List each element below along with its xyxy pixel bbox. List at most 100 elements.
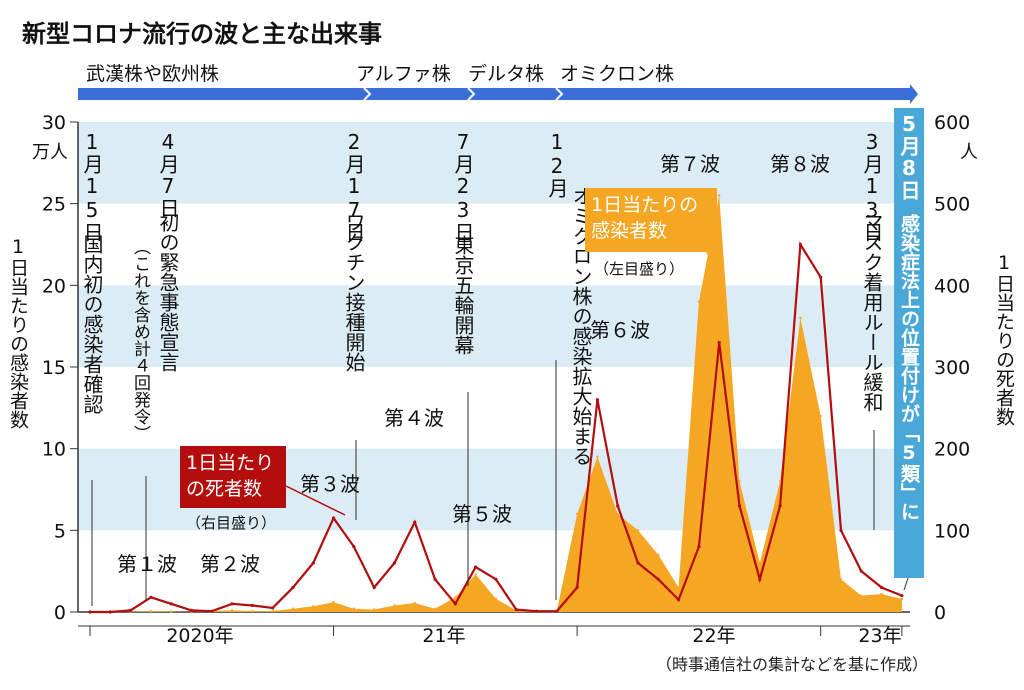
y-left-label: 1日当たりの感染者数	[7, 236, 29, 429]
y-right-tick-4: 400	[934, 275, 970, 297]
x-tick-1: 21年	[422, 625, 465, 647]
y-right-tick-3: 300	[934, 357, 970, 379]
deaths-point-25	[595, 398, 600, 402]
variant-label-4: オミクロン株	[560, 63, 674, 85]
event-4-date: 7月23日	[451, 130, 475, 242]
wave-3-label: 第３波	[300, 472, 360, 496]
deaths-point-17	[433, 577, 437, 581]
cases-point-37	[839, 578, 843, 581]
cases-point-39	[880, 592, 883, 596]
wave-5-label: 第５波	[452, 502, 512, 526]
cases-point-20	[494, 597, 498, 601]
cases-point-9	[271, 609, 274, 613]
cases-point-19	[474, 573, 477, 576]
event-pointer-7	[903, 577, 909, 591]
variant-label-2: アルファ株	[356, 63, 451, 85]
cases-point-17	[433, 607, 437, 610]
deaths-point-32	[737, 504, 742, 508]
legend-deaths-box: 1日当たりの死者数	[180, 446, 286, 508]
y-right-tick-5: 500	[934, 194, 970, 216]
band-2	[78, 285, 910, 367]
y-left-tick-6: 30	[42, 112, 66, 134]
wave-4-label: 第４波	[384, 406, 444, 430]
deaths-point-27	[636, 561, 640, 565]
wave-7-label: 第７波	[660, 152, 720, 176]
y-left-tick-4: 20	[42, 275, 66, 297]
cases-point-12	[332, 601, 335, 604]
cases-point-15	[393, 604, 396, 607]
deaths-point-1	[108, 610, 112, 614]
event-1-date: 1月15日	[80, 130, 104, 242]
variant-divider-3	[555, 87, 564, 101]
legend-deaths-pointer	[285, 485, 346, 516]
event-7-text: 感染症法上の位置付けが「5類」に	[898, 214, 920, 521]
deaths-point-5	[189, 608, 194, 612]
deaths-point-26	[616, 504, 620, 508]
y-right-unit: 人	[960, 142, 978, 163]
y-right-tick-2: 200	[934, 439, 970, 461]
deaths-point-19	[474, 565, 478, 569]
deaths-point-9	[271, 606, 275, 610]
deaths-point-40	[900, 594, 904, 598]
variant-label-3: デルタ株	[468, 63, 544, 85]
wave-1-label: 第１波	[117, 552, 177, 576]
deaths-point-39	[879, 585, 884, 590]
event-5-date: 12月	[545, 130, 569, 198]
cases-point-4	[169, 610, 173, 613]
wave-8-label: 第８波	[770, 152, 830, 176]
cases-point-13	[352, 607, 356, 610]
y-left-tick-5: 25	[42, 194, 66, 216]
deaths-point-36	[819, 275, 823, 279]
event-4-text: 東京五輪開幕	[451, 235, 475, 355]
deaths-point-37	[839, 528, 843, 532]
cases-point-25	[596, 455, 599, 459]
y-left-tick-0: 0	[54, 602, 66, 624]
cases-point-38	[860, 594, 863, 597]
cases-point-34	[778, 480, 782, 483]
cases-point-26	[616, 512, 619, 516]
deaths-point-0	[88, 610, 92, 614]
deaths-point-10	[291, 585, 295, 590]
deaths-point-24	[575, 585, 579, 590]
variant-divider-1	[363, 87, 372, 101]
event-6-text: マスク着用ルール緩和	[860, 212, 884, 412]
cases-point-24	[575, 512, 579, 516]
cases-point-18	[454, 596, 457, 599]
event-6-date: 3月13日	[860, 130, 884, 242]
y-left-tick-3: 15	[42, 357, 66, 379]
cases-point-29	[677, 586, 680, 589]
cases-point-16	[413, 601, 416, 605]
wave-2-label: 第２波	[200, 552, 260, 576]
deaths-point-30	[697, 545, 701, 549]
cases-point-32	[738, 480, 741, 483]
variant-divider-2	[467, 87, 476, 101]
event-2-sub: （これを含め計４回発令）	[130, 238, 150, 442]
cases-point-7	[230, 609, 234, 612]
cases-point-40	[900, 597, 904, 601]
x-tick-3: 23年	[858, 625, 901, 647]
event-2-text: 初の緊急事態宣言	[156, 212, 180, 372]
x-tick-2: 22年	[692, 625, 735, 647]
deaths-point-29	[677, 598, 681, 602]
deaths-point-33	[758, 577, 762, 581]
legend-deaths-note: （右目盛り）	[186, 514, 277, 532]
deaths-point-2	[128, 608, 133, 612]
deaths-point-14	[372, 585, 376, 590]
y-right-tick-0: 0	[934, 602, 946, 624]
deaths-point-6	[210, 609, 214, 613]
deaths-point-18	[453, 602, 457, 606]
deaths-point-7	[230, 602, 234, 606]
event-1-text: 国内初の感染者確認	[80, 234, 104, 414]
y-left-tick-1: 5	[54, 520, 66, 542]
cases-point-31	[718, 194, 721, 197]
legend-cases-box: 1日当たりの感染者数	[585, 188, 717, 252]
deaths-point-15	[392, 561, 397, 565]
cases-point-28	[657, 553, 660, 557]
cases-point-36	[819, 414, 822, 418]
deaths-point-28	[656, 577, 660, 581]
variant-bar	[78, 88, 910, 100]
chart-title: 新型コロナ流行の波と主な出来事	[22, 20, 382, 48]
event-7-box	[894, 108, 924, 578]
legend-deaths-label: 1日当たりの死者数	[186, 452, 275, 500]
